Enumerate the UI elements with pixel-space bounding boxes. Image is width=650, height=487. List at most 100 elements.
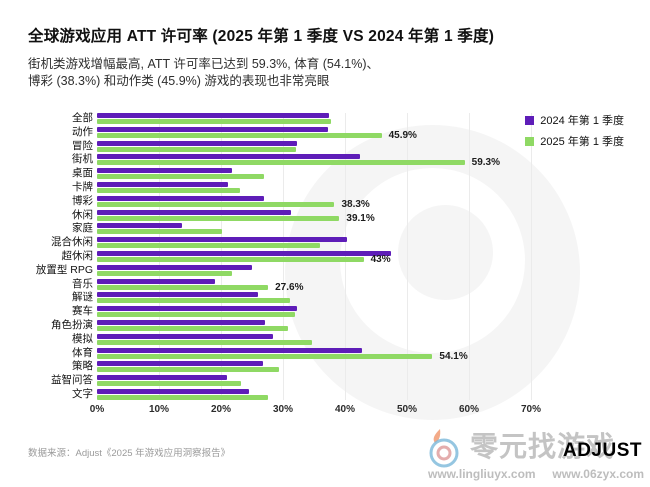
bar-line: 27.6% <box>97 282 531 292</box>
bar-line <box>97 250 531 256</box>
bar-2024 <box>97 388 249 394</box>
bar-chart: 全部 动作 45.9% 冒险 街机 59.3% 桌面 卡牌 博彩 38.3% 休闲 39.1% 家庭 混合… <box>28 113 541 420</box>
bar-line <box>97 381 531 387</box>
bar-2024 <box>97 250 392 256</box>
bar-2025 <box>97 229 223 235</box>
bar-pair <box>97 168 531 180</box>
bar-line <box>97 154 531 160</box>
bar-row: 街机 59.3% <box>28 154 531 169</box>
bar-2024 <box>97 278 216 284</box>
bar-line <box>97 237 531 243</box>
x-tick-label: 0% <box>89 403 105 415</box>
bar-row: 卡牌 <box>28 181 531 193</box>
chart-legend: 2024 年第 1 季度 2025 年第 1 季度 <box>525 112 624 149</box>
bar-2025 <box>97 353 433 359</box>
x-tick-label: 40% <box>334 403 356 415</box>
bar-2025 <box>97 339 312 345</box>
bar-line <box>97 140 531 146</box>
bar-2024 <box>97 181 228 187</box>
bar-2024 <box>97 168 233 174</box>
bar-2024 <box>97 209 292 215</box>
data-source-note: 数据来源：Adjust《2025 年游戏应用洞察报告》 <box>28 448 231 459</box>
bar-line: 54.1% <box>97 351 531 361</box>
bar-2024 <box>97 223 182 229</box>
category-label: 家庭 <box>72 222 93 235</box>
x-tick-label: 50% <box>396 403 418 415</box>
bar-2025 <box>97 312 296 318</box>
bar-pair <box>97 237 531 249</box>
bar-2025 <box>97 284 269 290</box>
bar-pair: 43% <box>97 250 531 264</box>
bar-line: 45.9% <box>97 129 531 141</box>
bar-line <box>97 325 531 331</box>
bar-2024 <box>97 319 266 325</box>
bar-row: 休闲 39.1% <box>28 208 531 223</box>
watermark-url-left: www.lingliuyx.com <box>428 467 536 481</box>
bar-line: 59.3% <box>97 157 531 169</box>
bar-row: 音乐 27.6% <box>28 277 531 292</box>
bar-pair <box>97 388 531 400</box>
x-axis: 0% 10% 20% 30% 40% 50% 60% 70% <box>90 403 541 420</box>
bar-2025 <box>97 201 335 207</box>
bar-2025 <box>97 298 290 304</box>
bar-2024 <box>97 237 347 243</box>
bar-2024 <box>97 292 258 298</box>
bar-2025 <box>97 367 279 373</box>
category-label: 体育 <box>72 346 93 359</box>
category-label: 桌面 <box>72 167 93 180</box>
bar-value-label: 59.3% <box>471 157 501 169</box>
bar-line: 43% <box>97 254 531 264</box>
bar-row: 赛车 <box>28 306 531 318</box>
legend-swatch <box>525 136 535 146</box>
legend-item-0: 2024 年第 1 季度 <box>525 112 624 128</box>
category-label: 音乐 <box>72 277 93 290</box>
bar-pair <box>97 319 531 331</box>
bar-line <box>97 278 531 284</box>
bar-line <box>97 375 531 381</box>
bar-2025 <box>97 146 297 152</box>
bar-pair: 27.6% <box>97 278 531 292</box>
bar-2025 <box>97 270 232 276</box>
bar-line <box>97 333 531 339</box>
category-label: 角色扮演 <box>51 318 93 331</box>
bar-2025 <box>97 187 241 193</box>
bar-line <box>97 270 531 276</box>
x-tick-label: 30% <box>272 403 294 415</box>
bar-pair <box>97 292 531 304</box>
bar-2025 <box>97 256 364 262</box>
category-label: 解谜 <box>72 291 93 304</box>
bar-row: 策略 <box>28 361 531 373</box>
bar-line <box>97 119 531 124</box>
bar-2025 <box>97 160 465 166</box>
bar-pair <box>97 333 531 345</box>
bar-2024 <box>97 140 297 146</box>
category-label: 放置型 RPG <box>35 263 93 276</box>
category-label: 休闲 <box>72 208 93 221</box>
category-label: 文字 <box>72 387 93 400</box>
watermark-brand-text: 零元找游戏 <box>470 431 616 462</box>
adjust-ghost-logo-core <box>398 205 493 300</box>
bar-2024 <box>97 375 228 381</box>
bar-line <box>97 319 531 325</box>
bar-2025 <box>97 119 331 124</box>
bar-line <box>97 264 531 270</box>
bar-2024 <box>97 264 252 270</box>
bar-line <box>97 347 531 353</box>
category-label: 益智问答 <box>51 374 93 387</box>
bar-line <box>97 113 531 118</box>
bar-line <box>97 174 531 180</box>
bar-2025 <box>97 132 382 138</box>
bar-2024 <box>97 113 329 118</box>
bar-line <box>97 195 531 201</box>
bar-pair <box>97 223 531 235</box>
bar-value-label: 45.9% <box>388 129 417 141</box>
bar-row: 混合休闲 <box>28 237 531 249</box>
category-label: 超休闲 <box>61 249 94 262</box>
x-tick-label: 60% <box>458 403 480 415</box>
bar-line <box>97 292 531 298</box>
bar-2025 <box>97 174 265 180</box>
legend-label: 2025 年第 1 季度 <box>540 136 624 148</box>
bar-row: 动作 45.9% <box>28 126 531 141</box>
bar-line <box>97 394 531 400</box>
bar-line <box>97 243 531 249</box>
